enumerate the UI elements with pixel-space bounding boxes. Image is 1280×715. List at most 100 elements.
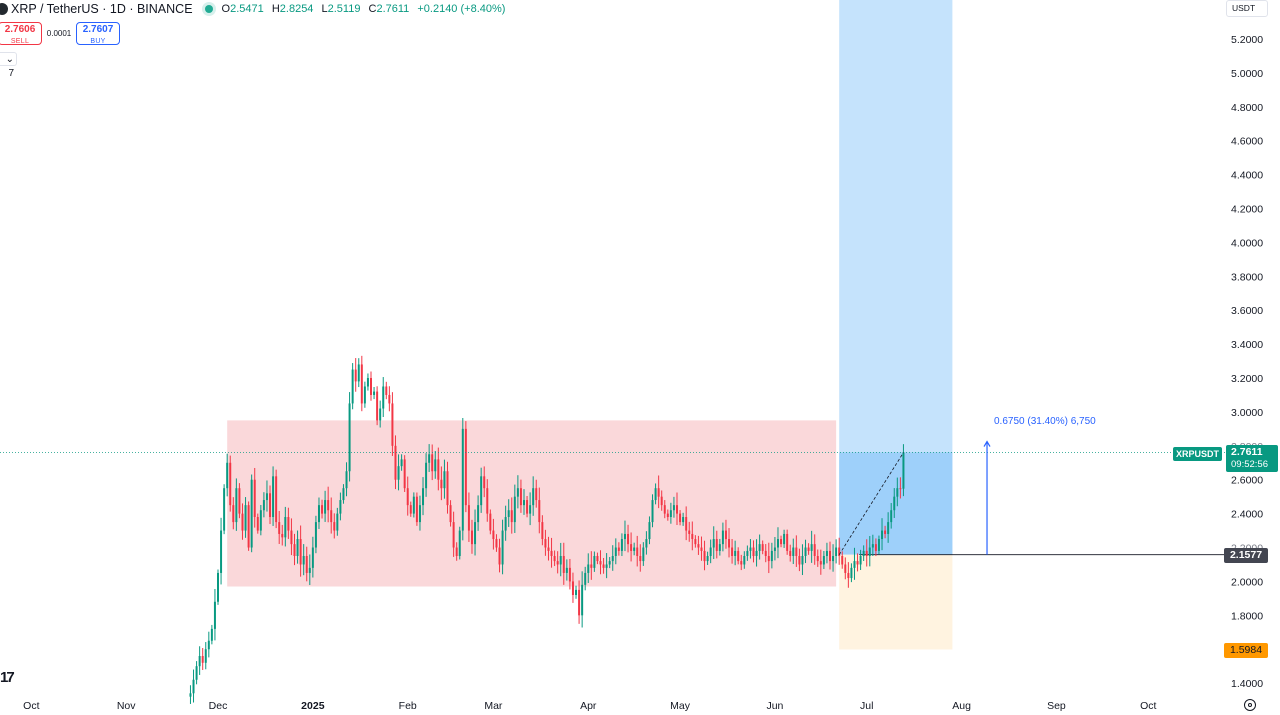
candle-body bbox=[804, 547, 807, 556]
candle-body bbox=[538, 500, 541, 523]
candle-body bbox=[256, 517, 259, 531]
candle-body bbox=[305, 556, 308, 573]
candle-body bbox=[660, 496, 663, 506]
candle-body bbox=[535, 488, 538, 501]
time-tick-label: Nov bbox=[117, 700, 136, 712]
candle-body bbox=[412, 496, 415, 514]
candle-body bbox=[293, 544, 296, 556]
candle-body bbox=[728, 539, 731, 548]
candle-body bbox=[801, 556, 804, 565]
candle-body bbox=[440, 479, 443, 489]
close-value: 2.7611 bbox=[376, 3, 410, 15]
candle-body bbox=[672, 505, 675, 511]
candle-body bbox=[767, 556, 770, 562]
candle-body bbox=[776, 539, 779, 548]
candle-body bbox=[575, 589, 578, 595]
candle-body bbox=[663, 505, 666, 514]
time-tick-label: Jul bbox=[860, 700, 873, 712]
candle-body bbox=[244, 505, 247, 531]
candle-body bbox=[519, 488, 522, 506]
indicators-toggle[interactable]: ⌄ 7 bbox=[0, 52, 17, 79]
candle-body bbox=[544, 539, 547, 548]
candle-body bbox=[602, 564, 605, 568]
candle-body bbox=[452, 522, 455, 548]
trend-line bbox=[838, 452, 904, 555]
candle-body bbox=[391, 403, 394, 446]
candle-body bbox=[425, 462, 428, 489]
time-tick-label: May bbox=[670, 700, 691, 712]
candle-body bbox=[645, 539, 648, 548]
candle-body bbox=[513, 496, 516, 523]
sell-button[interactable]: 2.7606 SELL bbox=[0, 22, 42, 45]
candle-body bbox=[382, 386, 385, 409]
candle-body bbox=[461, 428, 464, 531]
candle-body bbox=[550, 550, 553, 556]
candle-body bbox=[317, 505, 320, 523]
candle-body bbox=[403, 459, 406, 489]
drawing-overlay bbox=[0, 440, 1226, 555]
candles bbox=[189, 355, 905, 704]
candle-body bbox=[740, 561, 743, 565]
symbol-header: XRP / TetherUS · 1D · BINANCE O2.5471 H2… bbox=[0, 0, 510, 18]
drawing-zones bbox=[227, 0, 1226, 650]
candle-body bbox=[590, 564, 593, 568]
candle-body bbox=[547, 547, 550, 551]
candle-body bbox=[724, 530, 727, 540]
candle-body bbox=[899, 488, 902, 490]
candle-body bbox=[599, 561, 602, 565]
candle-body bbox=[385, 386, 388, 395]
price-tick-label: 4.4000 bbox=[1231, 170, 1263, 182]
price-tick-label: 4.0000 bbox=[1231, 237, 1263, 249]
candle-body bbox=[593, 556, 596, 568]
candle-body bbox=[247, 505, 250, 548]
price-axis[interactable]: 1.40001.60001.80002.00002.20002.40002.60… bbox=[1231, 34, 1263, 690]
candle-body bbox=[679, 513, 682, 523]
candle-body bbox=[893, 496, 896, 511]
candle-body bbox=[694, 539, 697, 545]
settings-icon[interactable] bbox=[1244, 699, 1256, 711]
candle-body bbox=[437, 459, 440, 480]
market-status-icon bbox=[204, 5, 213, 13]
price-tick-label: 3.6000 bbox=[1231, 305, 1263, 317]
candle-body bbox=[397, 466, 400, 480]
candle-body bbox=[859, 556, 862, 565]
candle-body bbox=[761, 544, 764, 551]
candle-body bbox=[363, 386, 366, 404]
candle-body bbox=[324, 500, 327, 514]
candle-body bbox=[887, 522, 890, 534]
candle-body bbox=[850, 567, 853, 579]
candle-body bbox=[562, 556, 565, 573]
candle-body bbox=[510, 510, 513, 523]
price-tick-label: 1.8000 bbox=[1231, 610, 1263, 622]
tradingview-logo-icon[interactable]: 17 bbox=[0, 669, 15, 686]
candle-body bbox=[743, 556, 746, 565]
candle-body bbox=[868, 547, 871, 556]
candle-body bbox=[666, 513, 669, 518]
candle-body bbox=[639, 556, 642, 562]
currency-button[interactable]: USDT bbox=[1226, 0, 1268, 17]
candle-body bbox=[636, 547, 639, 556]
buy-button[interactable]: 2.7607 BUY bbox=[76, 22, 120, 45]
candle-body bbox=[755, 550, 758, 556]
candle-body bbox=[501, 530, 504, 565]
candle-body bbox=[210, 628, 213, 641]
candle-body bbox=[287, 517, 290, 531]
candle-body bbox=[498, 547, 501, 565]
candle-body bbox=[620, 539, 623, 551]
time-axis[interactable]: Oct Nov Dec 2025 Feb Mar Apr May Jun Jul Aug Sep Oct bbox=[23, 700, 1156, 712]
candle-body bbox=[764, 550, 767, 556]
candle-body bbox=[449, 505, 452, 523]
candle-body bbox=[339, 500, 342, 514]
spread-value: 0.0001 bbox=[46, 29, 72, 38]
candle-body bbox=[853, 561, 856, 568]
candle-body bbox=[825, 550, 828, 556]
candle-body bbox=[881, 530, 884, 540]
candle-body bbox=[890, 510, 893, 523]
candle-body bbox=[428, 454, 431, 463]
candle-body bbox=[480, 476, 483, 506]
candle-body bbox=[458, 530, 461, 556]
price-tick-label: 3.4000 bbox=[1231, 339, 1263, 351]
candle-body bbox=[789, 550, 792, 556]
symbol-title[interactable]: XRP / TetherUS · 1D · BINANCE bbox=[11, 2, 193, 16]
